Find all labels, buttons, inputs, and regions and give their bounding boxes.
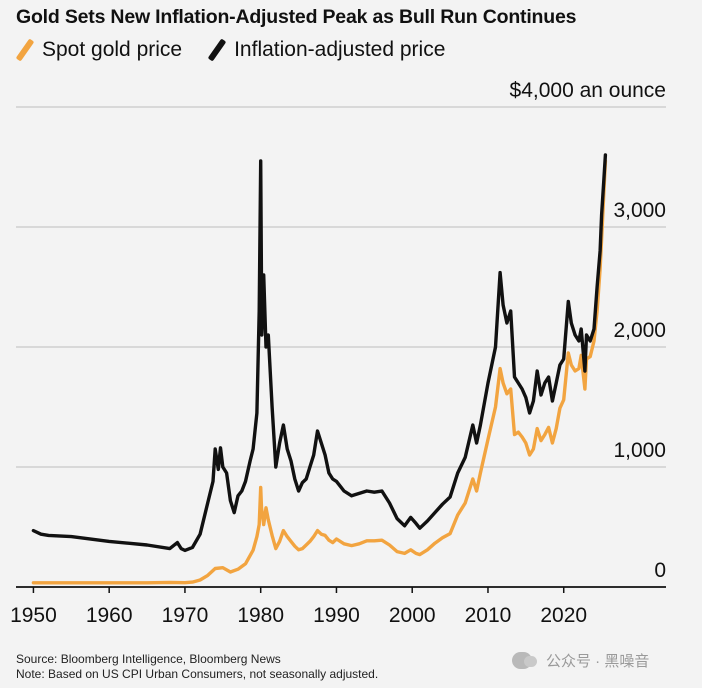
series-lines [31,153,608,585]
x-tick-label-1980: 1980 [237,604,284,627]
series-line-inflation-adjusted [31,153,608,553]
x-tick-label-1960: 1960 [86,604,133,627]
x-tick-label-1950: 1950 [10,604,57,627]
x-tick-label-1970: 1970 [162,604,209,627]
chart-plot: $4,000 an ounce 3,000 2,000 1,000 0 1950 1960 1… [10,79,666,627]
legend-item-spot: Spot gold price [15,38,183,62]
y-tick-label-2000: 2,000 [613,319,666,342]
y-tick-label-1000: 1,000 [613,439,666,462]
gridlines [16,106,666,468]
legend-item-inflation: Inflation-adjusted price [207,38,446,62]
methodology-note: Note: Based on US CPI Urban Consumers, n… [16,667,379,681]
wechat-icon [512,652,537,669]
chart-title: Gold Sets New Inflation-Adjusted Peak as… [16,6,577,28]
y-tick-label-4000: $4,000 an ounce [510,79,666,102]
watermark: 公众号 · 黑噪音 [512,650,649,671]
tick-labels: $4,000 an ounce 3,000 2,000 1,000 0 1950 1960 1… [10,79,666,627]
x-tick-label-2010: 2010 [465,604,512,627]
y-tick-label-3000: 3,000 [613,199,666,222]
source-note: Source: Bloomberg Intelligence, Bloomber… [16,652,281,666]
legend-label-spot: Spot gold price [42,38,183,61]
legend: Spot gold price Inflation-adjusted price [15,38,471,62]
y-tick-label-0: 0 [654,559,666,582]
watermark-text: 公众号 · 黑噪音 [546,653,650,670]
series-line-spot [31,159,608,585]
x-tick-label-2020: 2020 [540,604,587,627]
legend-label-inflation: Inflation-adjusted price [234,38,446,61]
x-tick-label-2000: 2000 [389,604,436,627]
axes [16,586,666,593]
x-tick-label-1990: 1990 [313,604,360,627]
footer: Source: Bloomberg Intelligence, Bloomber… [16,652,378,682]
